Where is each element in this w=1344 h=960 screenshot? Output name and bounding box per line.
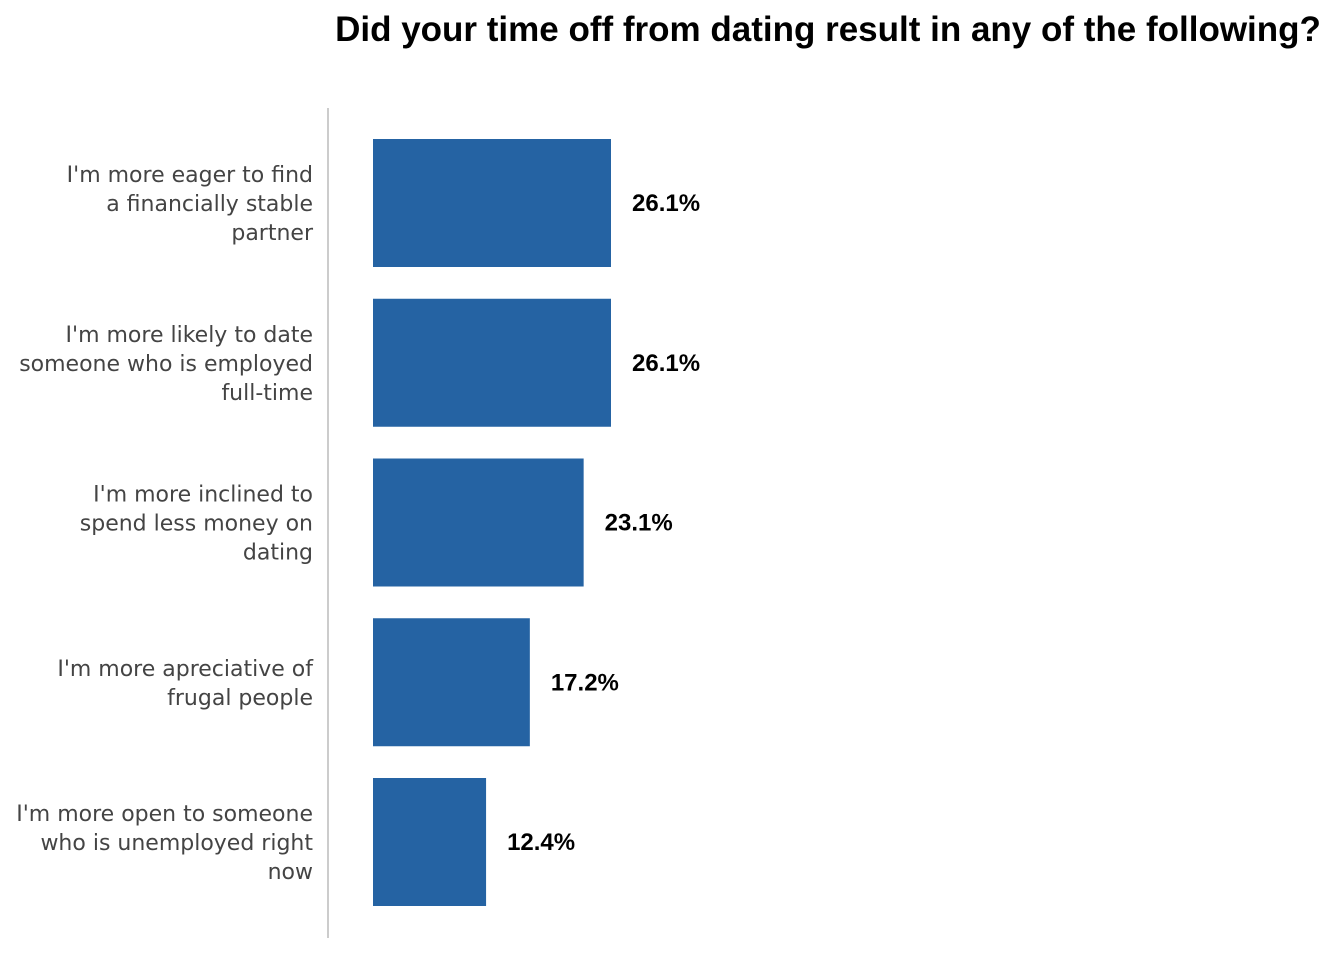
- bar: [373, 139, 611, 267]
- value-label: 26.1%: [632, 190, 700, 217]
- category-label-line: I'm more inclined to: [93, 483, 313, 508]
- bar: [373, 778, 487, 906]
- category-label: I'm more likely to date someone who is em…: [19, 323, 313, 406]
- category-label-line: now: [268, 860, 313, 885]
- category-label-line: I'm more likely to date: [66, 323, 313, 348]
- value-label: 12.4%: [507, 829, 575, 856]
- category-label: I'm more apreciative of frugal people: [57, 657, 314, 711]
- bar: [373, 298, 611, 427]
- category-label-line: who is unemployed right: [40, 831, 313, 856]
- category-label-line: partner: [231, 221, 314, 246]
- category-label-line: a financially stable: [106, 192, 313, 217]
- bar: [373, 618, 530, 747]
- category-label-line: someone who is employed: [19, 352, 313, 377]
- value-label: 23.1%: [605, 510, 673, 537]
- category-label-line: I'm more apreciative of: [57, 657, 314, 682]
- value-label: 17.2%: [551, 669, 619, 696]
- bar: [373, 458, 584, 587]
- category-label-line: frugal people: [167, 686, 313, 711]
- category-label-line: dating: [243, 541, 313, 566]
- category-label-line: spend less money on: [80, 512, 313, 537]
- chart-title: Did your time off from dating result in …: [335, 10, 1321, 49]
- category-label-line: I'm more eager to find: [67, 163, 313, 188]
- value-label: 26.1%: [632, 350, 700, 377]
- category-label-line: I'm more open to someone: [16, 802, 313, 827]
- category-label: I'm more inclined to spend less money on d…: [80, 483, 313, 566]
- category-label-line: full-time: [221, 381, 313, 406]
- category-label: I'm more open to someone who is unemploye…: [16, 802, 313, 885]
- category-label: I'm more eager to find a financially stab…: [67, 163, 314, 246]
